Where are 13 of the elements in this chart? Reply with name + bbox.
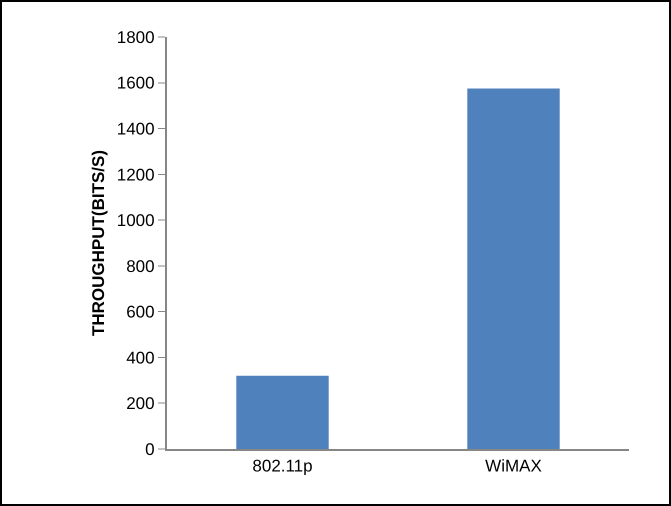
y-tick-label: 600 [126,302,155,322]
y-tick-label: 0 [145,440,155,459]
y-tick-label: 1600 [116,74,155,93]
y-tick-label: 1200 [116,165,155,184]
y-tick-label: 200 [126,394,155,414]
x-tick-label: 802.11p [252,456,313,476]
y-tick-label: 1800 [116,28,155,47]
y-tick-label: 1400 [116,120,155,139]
y-axis-title: THROUGHPUT(BITS/S) [88,150,108,336]
y-tick-label: 400 [126,348,155,368]
x-tick-label: WiMAX [485,456,542,476]
y-tick-label: 1000 [116,211,155,230]
y-tick-label: 800 [126,256,155,276]
